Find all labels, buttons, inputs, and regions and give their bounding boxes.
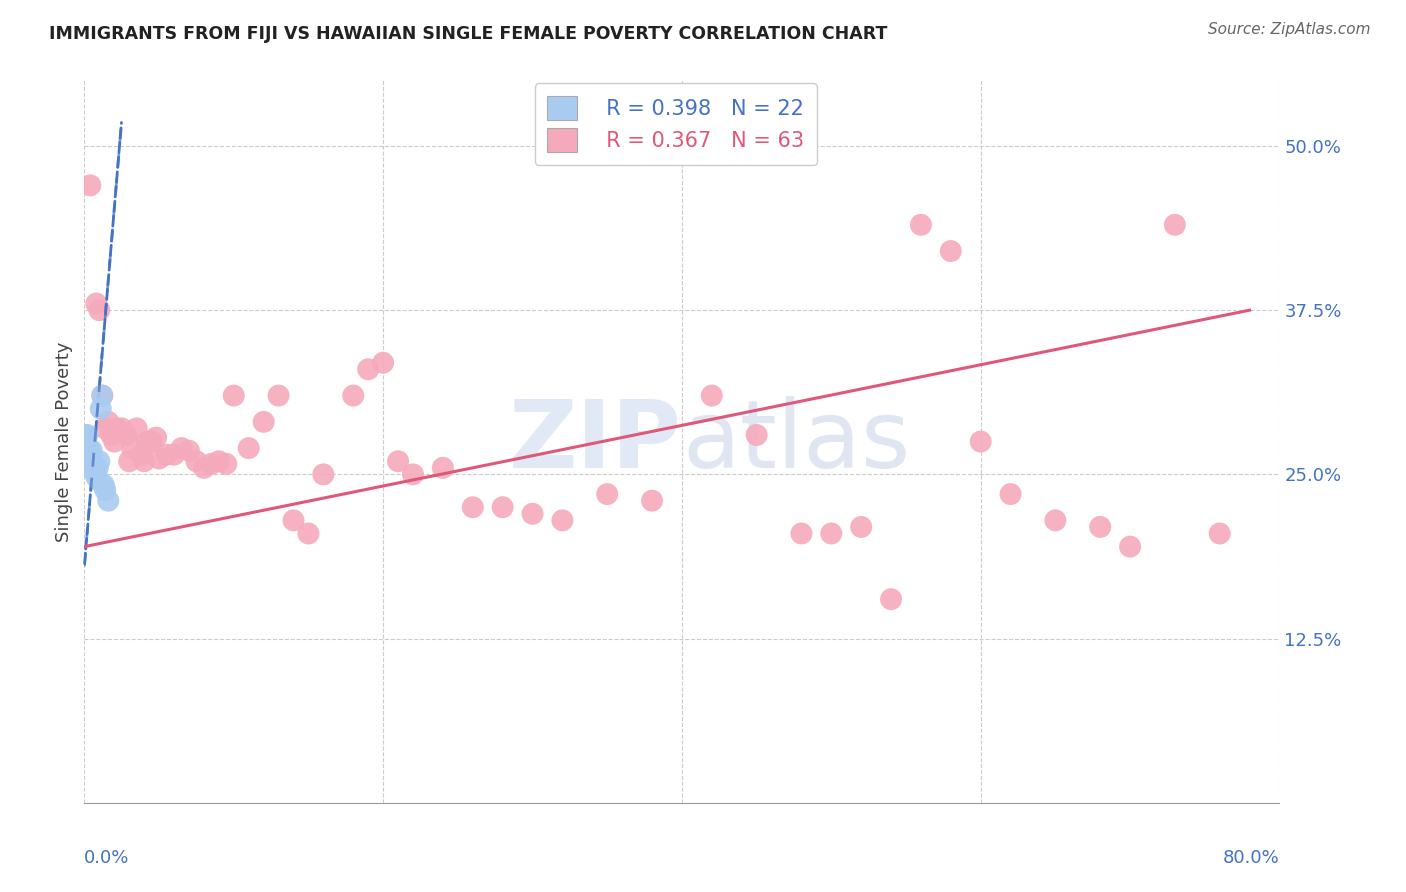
Point: [77, 441, 100, 455]
Point: [82, 457, 104, 471]
Point: [193, 460, 215, 475]
Point: [79, 178, 101, 193]
Point: [208, 454, 231, 468]
Point: [851, 520, 873, 534]
Point: [910, 218, 932, 232]
Point: [87, 460, 110, 475]
Point: [121, 441, 143, 455]
Point: [80, 454, 103, 468]
Point: [97, 415, 120, 429]
Text: 80.0%: 80.0%: [1223, 849, 1279, 867]
Point: [177, 443, 200, 458]
Point: [145, 431, 167, 445]
Point: [155, 448, 177, 462]
Point: [596, 487, 619, 501]
Point: [75, 448, 97, 462]
Text: IMMIGRANTS FROM FIJI VS HAWAIIAN SINGLE FEMALE POVERTY CORRELATION CHART: IMMIGRANTS FROM FIJI VS HAWAIIAN SINGLE …: [49, 25, 887, 43]
Point: [186, 454, 208, 468]
Point: [373, 356, 395, 370]
Text: atlas: atlas: [682, 395, 910, 488]
Point: [97, 493, 120, 508]
Point: [312, 467, 335, 482]
Point: [125, 421, 148, 435]
Point: [432, 460, 454, 475]
Point: [129, 448, 152, 462]
Point: [880, 592, 903, 607]
Point: [253, 415, 276, 429]
Point: [91, 388, 114, 402]
Text: ZIP: ZIP: [509, 395, 682, 488]
Point: [1045, 513, 1067, 527]
Point: [75, 428, 97, 442]
Point: [80, 443, 103, 458]
Point: [641, 493, 664, 508]
Point: [80, 460, 103, 475]
Point: [1090, 520, 1112, 534]
Point: [132, 454, 156, 468]
Point: [77, 454, 100, 468]
Point: [939, 244, 962, 258]
Text: Source: ZipAtlas.com: Source: ZipAtlas.com: [1208, 22, 1371, 37]
Point: [115, 428, 138, 442]
Point: [100, 428, 122, 442]
Point: [745, 428, 768, 442]
Point: [136, 434, 159, 449]
Point: [700, 388, 723, 402]
Point: [402, 467, 425, 482]
Point: [94, 421, 117, 435]
Point: [267, 388, 290, 402]
Point: [522, 507, 544, 521]
Point: [76, 448, 98, 462]
Point: [148, 451, 170, 466]
Point: [76, 428, 98, 442]
Point: [790, 526, 813, 541]
Point: [222, 388, 245, 402]
Point: [215, 457, 238, 471]
Point: [970, 434, 993, 449]
Point: [79, 460, 101, 475]
Point: [89, 303, 111, 318]
Point: [79, 448, 101, 462]
Point: [1209, 526, 1232, 541]
Point: [94, 483, 117, 497]
Point: [89, 474, 111, 488]
Point: [551, 513, 574, 527]
Point: [89, 454, 111, 468]
Point: [86, 470, 108, 484]
Point: [170, 441, 193, 455]
Point: [1164, 218, 1187, 232]
Point: [492, 500, 515, 515]
Point: [200, 457, 222, 471]
Point: [1119, 540, 1142, 554]
Point: [342, 388, 364, 402]
Text: 0.0%: 0.0%: [84, 849, 129, 867]
Point: [118, 454, 141, 468]
Point: [90, 401, 112, 416]
Point: [83, 465, 105, 479]
Point: [86, 296, 108, 310]
Point: [163, 448, 186, 462]
Point: [141, 434, 163, 449]
Point: [91, 388, 114, 402]
Point: [93, 478, 115, 492]
Y-axis label: Single Female Poverty: Single Female Poverty: [55, 342, 73, 541]
Point: [357, 362, 380, 376]
Point: [1000, 487, 1022, 501]
Point: [820, 526, 842, 541]
Point: [283, 513, 305, 527]
Point: [105, 421, 128, 435]
Point: [297, 526, 319, 541]
Point: [387, 454, 409, 468]
Point: [461, 500, 484, 515]
Point: [103, 434, 125, 449]
Legend:   R = 0.398   N = 22,   R = 0.367   N = 63: R = 0.398 N = 22, R = 0.367 N = 63: [534, 84, 817, 165]
Point: [238, 441, 260, 455]
Point: [111, 421, 134, 435]
